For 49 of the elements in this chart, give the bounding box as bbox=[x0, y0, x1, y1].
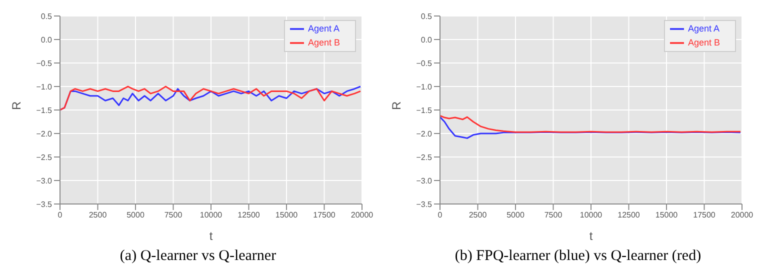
y-tick-label: −2.5 bbox=[416, 152, 433, 162]
y-tick-label: −1.0 bbox=[36, 82, 53, 92]
legend-label: Agent A bbox=[308, 23, 340, 34]
x-tick-label: 5000 bbox=[506, 210, 525, 220]
x-tick-label: 17500 bbox=[313, 210, 336, 220]
legend-label: Agent A bbox=[688, 23, 720, 34]
x-tick-label: 12500 bbox=[238, 210, 260, 220]
y-tick-label: −3.0 bbox=[416, 176, 433, 186]
legend-label: Agent B bbox=[688, 37, 720, 48]
y-tick-label: −3.5 bbox=[416, 200, 433, 209]
y-tick-label: 0.0 bbox=[40, 35, 53, 44]
y-tick-label: 0.0 bbox=[420, 35, 433, 44]
text: (b) FPQ-learner (blue) vs Q-learner (red) bbox=[454, 248, 702, 265]
x-tick-label: 15000 bbox=[655, 210, 678, 220]
x-tick-label: 12500 bbox=[618, 210, 640, 220]
y-tick-label: −1.5 bbox=[416, 106, 433, 115]
x-tick-label: 2500 bbox=[468, 210, 488, 220]
x-tick-label: 0 bbox=[438, 210, 443, 220]
x-tick-label: 10000 bbox=[580, 210, 603, 220]
y-tick-label: −2.0 bbox=[36, 129, 53, 138]
y-tick-label: −1.0 bbox=[416, 82, 433, 92]
y-tick-label: 0.5 bbox=[40, 12, 53, 21]
x-axis-title: t bbox=[589, 229, 594, 243]
x-tick-label: 5000 bbox=[126, 210, 145, 220]
line-series bbox=[440, 116, 742, 139]
y-tick-label: −0.5 bbox=[36, 58, 53, 68]
text: (a) Q-learner vs Q-learner bbox=[118, 248, 278, 265]
y-tick-label: 0.5 bbox=[420, 12, 433, 21]
y-tick-label: −2.0 bbox=[416, 129, 433, 138]
x-tick-label: 0 bbox=[58, 210, 63, 220]
legend-label: Agent B bbox=[308, 37, 340, 48]
y-tick-label: −2.5 bbox=[36, 152, 53, 162]
line-series bbox=[440, 114, 742, 133]
y-tick-label: −3.5 bbox=[36, 200, 53, 209]
x-tick-label: 10000 bbox=[200, 210, 223, 220]
y-axis-title: R bbox=[9, 101, 24, 110]
x-tick-label: 15000 bbox=[275, 210, 298, 220]
y-tick-label: −1.5 bbox=[36, 106, 53, 115]
y-axis-title: R bbox=[389, 101, 404, 110]
x-tick-label: 7500 bbox=[544, 210, 563, 220]
x-tick-label: 20000 bbox=[730, 210, 754, 220]
x-tick-label: 17500 bbox=[693, 210, 716, 220]
x-tick-label: 7500 bbox=[164, 210, 183, 220]
x-tick-label: 20000 bbox=[350, 210, 374, 220]
y-tick-label: −3.0 bbox=[36, 176, 53, 186]
y-tick-label: −0.5 bbox=[416, 58, 433, 68]
x-axis-title: t bbox=[209, 229, 214, 243]
x-tick-label: 2500 bbox=[88, 210, 108, 220]
line-series bbox=[60, 86, 362, 111]
